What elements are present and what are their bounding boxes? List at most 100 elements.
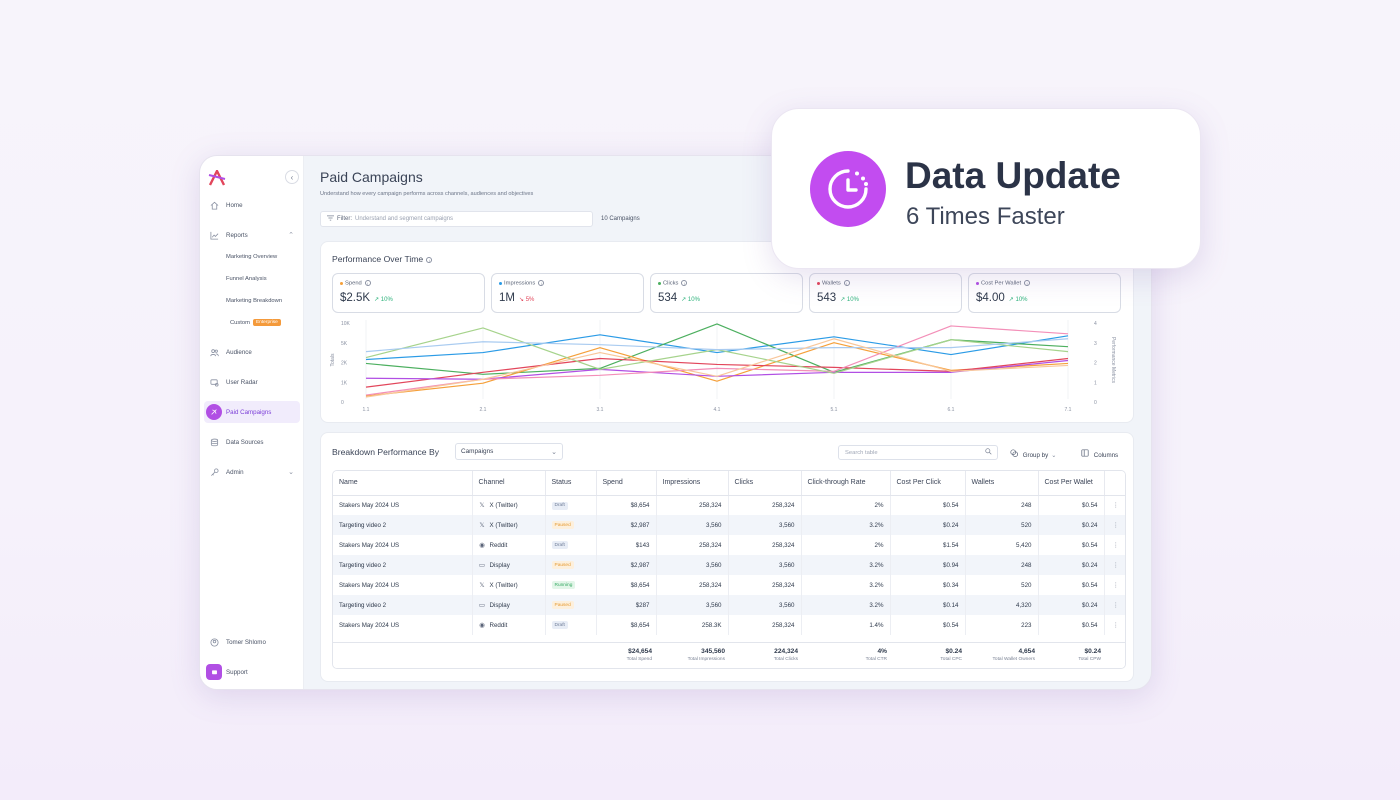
kpi-dot xyxy=(499,281,502,285)
sidebar-sub-marketing-overview[interactable]: Marketing Overview xyxy=(226,254,278,260)
info-icon[interactable]: i xyxy=(426,256,433,263)
row-menu-icon[interactable]: ⋮ xyxy=(1112,581,1119,589)
info-icon[interactable]: i xyxy=(1024,280,1031,286)
kpi-card-spend[interactable]: Spend i $2.5K ↗ 10% xyxy=(332,273,485,313)
cell-name: Targeting video 2 xyxy=(333,555,473,575)
total-total-ctr: 4% Total CTR xyxy=(866,648,887,662)
cell-name: Stakers May 2024 US xyxy=(333,575,473,595)
table-row[interactable]: Targeting video 2 𝕏 X (Twitter) Paused $2,98… xyxy=(333,515,1125,535)
total-label: Total CPW xyxy=(1078,657,1101,662)
table-row[interactable]: Stakers May 2024 US 𝕏 X (Twitter) Draft $8,6… xyxy=(333,495,1125,515)
cell-status: Draft xyxy=(545,495,597,515)
breakdown-select-value: Campaigns xyxy=(461,448,494,455)
column-header[interactable]: Spend xyxy=(596,471,657,496)
table-row[interactable]: Targeting video 2 ▭ Display Paused $2,987 3,5… xyxy=(333,555,1125,575)
row-menu-icon[interactable]: ⋮ xyxy=(1112,541,1119,549)
cell-cpc: $0.54 xyxy=(890,495,966,515)
total-total-spend: $24,654 Total Spend xyxy=(627,648,652,662)
column-header[interactable]: Name xyxy=(333,471,473,496)
filter-input[interactable]: Filter: Understand and segment campaigns xyxy=(320,211,593,227)
status-badge: Draft xyxy=(551,501,568,510)
row-menu-icon[interactable]: ⋮ xyxy=(1104,595,1125,615)
y-left-tick-label: 10K xyxy=(341,321,351,327)
sidebar-support[interactable]: Support xyxy=(204,661,300,683)
sidebar-sub-funnel-analysis[interactable]: Funnel Analysis xyxy=(226,276,267,282)
column-header[interactable]: Impressions xyxy=(656,471,729,496)
collapse-sidebar-button[interactable]: ‹ xyxy=(285,170,299,184)
row-menu-icon[interactable]: ⋮ xyxy=(1104,515,1125,535)
cell-impressions: 258,324 xyxy=(656,575,729,595)
kpi-label-text: Clicks xyxy=(663,280,679,287)
breakdown-select[interactable]: Campaigns ⌄ xyxy=(455,443,563,460)
y-right-tick-label: 1 xyxy=(1094,380,1097,386)
kpi-label: Clicks i xyxy=(658,280,688,287)
search-icon xyxy=(985,448,992,457)
kpi-change-text: 5% xyxy=(525,297,535,303)
x-icon: 𝕏 xyxy=(479,502,485,510)
kpi-card-impressions[interactable]: Impressions i 1M ↘ 5% xyxy=(491,273,644,313)
cell-clicks: 3,560 xyxy=(728,515,802,535)
sidebar-item-home[interactable]: Home xyxy=(204,194,300,216)
kpi-dot xyxy=(817,281,820,285)
performance-title-text: Performance Over Time xyxy=(332,254,424,264)
info-icon[interactable]: i xyxy=(538,280,545,286)
enterprise-badge: Enterprise xyxy=(252,319,281,326)
column-header[interactable]: Cost Per Click xyxy=(890,471,966,496)
y-right-tick-label: 0 xyxy=(1094,400,1097,406)
cell-spend: $8,654 xyxy=(596,615,657,635)
kpi-card-wallets[interactable]: Wallets i 543 ↗ 10% xyxy=(809,273,962,313)
sidebar-user[interactable]: Tomer Shlomo xyxy=(204,631,300,653)
table-row[interactable]: Stakers May 2024 US ◉ Reddit Draft $143 258,3… xyxy=(333,535,1125,555)
info-icon[interactable]: i xyxy=(681,280,688,286)
group-by-button[interactable]: Group by ⌄ xyxy=(1010,449,1056,459)
row-menu-icon[interactable]: ⋮ xyxy=(1104,555,1125,575)
table-row[interactable]: Stakers May 2024 US ◉ Reddit Draft $8,654 258… xyxy=(333,615,1125,635)
row-menu-icon[interactable]: ⋮ xyxy=(1112,501,1119,509)
x-tick-label: 6.1 xyxy=(948,407,955,413)
reddit-icon: ◉ xyxy=(479,622,485,629)
kpi-card-cost-per-wallet[interactable]: Cost Per Wallet i $4.00 ↗ 10% xyxy=(968,273,1121,313)
cell-channel-text: Display xyxy=(489,562,510,569)
column-header[interactable]: Status xyxy=(545,471,597,496)
info-icon[interactable]: i xyxy=(843,280,850,286)
total-total-cpw: $0.24 Total CPW xyxy=(1078,648,1101,662)
sidebar-item-admin[interactable]: Admin ⌄ xyxy=(204,461,300,483)
sidebar-item-paid-campaigns[interactable]: Paid Campaigns xyxy=(204,401,300,423)
y-left-tick-label: 2K xyxy=(341,361,348,367)
table-row[interactable]: Stakers May 2024 US 𝕏 X (Twitter) Running $8… xyxy=(333,575,1125,595)
campaigns-table: Name Channel Status Spend Impressions Clicks C… xyxy=(332,470,1126,669)
total-value: 224,324 xyxy=(774,648,798,655)
sidebar-sub-marketing-breakdown[interactable]: Marketing Breakdown xyxy=(226,298,283,304)
campaign-icon xyxy=(206,404,222,420)
cell-channel-text: X (Twitter) xyxy=(489,522,518,529)
kpi-label: Spend i xyxy=(340,280,371,287)
columns-button[interactable]: Columns xyxy=(1081,449,1118,459)
kpi-dot xyxy=(658,281,661,285)
column-header[interactable]: Wallets xyxy=(965,471,1039,496)
cell-ctr: 2% xyxy=(801,535,891,555)
sidebar-item-audience[interactable]: Audience xyxy=(204,341,300,363)
total-label: Total Impressions xyxy=(687,657,725,662)
sidebar-item-user-radar[interactable]: User Radar xyxy=(204,371,300,393)
column-header[interactable]: Cost Per Wallet xyxy=(1038,471,1105,496)
column-header[interactable]: Channel xyxy=(472,471,546,496)
sidebar-item-reports[interactable]: Reports ⌃ xyxy=(204,224,300,246)
column-header[interactable]: Clicks xyxy=(728,471,802,496)
series-line-7 xyxy=(365,338,1069,353)
search-table-input[interactable]: Search table xyxy=(838,445,998,460)
kpi-card-clicks[interactable]: Clicks i 534 ↗ 10% xyxy=(650,273,803,313)
column-header[interactable]: Click-through Rate xyxy=(801,471,891,496)
cell-impressions: 3,560 xyxy=(656,555,729,575)
sidebar-sub-custom[interactable]: Custom Enterprise xyxy=(230,319,281,326)
series-line-8 xyxy=(365,338,1069,398)
info-icon[interactable]: i xyxy=(364,280,371,286)
cell-status: Draft xyxy=(545,615,597,635)
cell-channel: ◉ Reddit xyxy=(472,535,546,555)
row-menu-icon[interactable]: ⋮ xyxy=(1112,621,1119,629)
cell-status: Paused xyxy=(545,515,597,535)
x-tick-label: 1.1 xyxy=(363,407,370,413)
table-row[interactable]: Targeting video 2 ▭ Display Paused $287 3,560… xyxy=(333,595,1125,615)
cell-channel-text: X (Twitter) xyxy=(489,502,518,510)
total-value: 345,560 xyxy=(701,648,725,655)
sidebar-item-data-sources[interactable]: Data Sources xyxy=(204,431,300,453)
